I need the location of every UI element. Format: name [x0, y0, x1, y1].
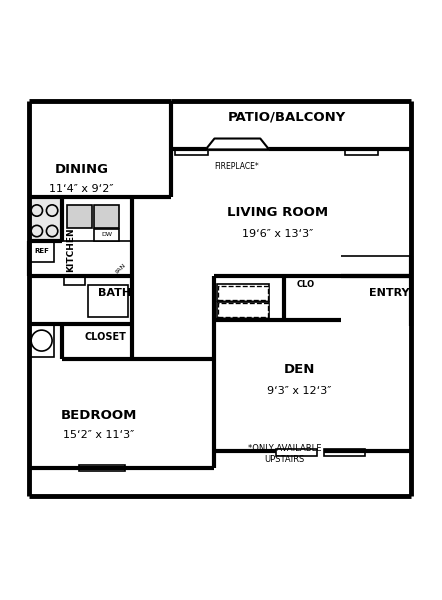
Bar — [217, 286, 268, 299]
Text: 19‘6″ x 13‘3″: 19‘6″ x 13‘3″ — [242, 229, 313, 239]
Bar — [275, 449, 317, 456]
Text: LIVING ROOM: LIVING ROOM — [227, 206, 328, 219]
Text: ENTRY: ENTRY — [369, 289, 409, 298]
Text: BATH: BATH — [98, 289, 131, 298]
Bar — [324, 449, 365, 456]
Text: CLOSET: CLOSET — [84, 332, 126, 342]
Bar — [217, 302, 269, 319]
Bar — [30, 199, 62, 241]
Text: DINING: DINING — [54, 163, 108, 176]
Text: UPSTAIRS: UPSTAIRS — [264, 455, 305, 464]
Text: PAN: PAN — [114, 262, 127, 274]
Text: PATIO/BALCONY: PATIO/BALCONY — [227, 110, 346, 123]
Bar — [175, 148, 208, 155]
Ellipse shape — [95, 291, 121, 310]
Text: 15‘2″ x 11‘3″: 15‘2″ x 11‘3″ — [63, 430, 134, 440]
Text: BEDROOM: BEDROOM — [61, 409, 137, 422]
Polygon shape — [206, 139, 269, 149]
Bar — [345, 148, 378, 155]
Bar — [217, 284, 269, 301]
Text: CLO: CLO — [297, 280, 315, 289]
Text: DEN: DEN — [284, 364, 315, 376]
Bar — [95, 229, 119, 241]
Bar — [30, 241, 54, 262]
Bar — [79, 466, 125, 467]
Bar — [30, 324, 54, 357]
Bar — [95, 205, 119, 228]
Text: REF: REF — [34, 248, 49, 254]
Ellipse shape — [65, 280, 85, 305]
Text: DW: DW — [102, 232, 113, 238]
Text: 9‘3″ x 12‘3″: 9‘3″ x 12‘3″ — [267, 386, 332, 396]
Bar — [62, 199, 132, 241]
Bar — [88, 285, 128, 317]
Bar — [67, 205, 92, 228]
Text: KITCHEN: KITCHEN — [66, 227, 75, 272]
Bar — [65, 277, 85, 285]
Text: *ONLY AVAILABLE: *ONLY AVAILABLE — [248, 444, 321, 453]
Text: FIREPLACE*: FIREPLACE* — [214, 163, 259, 172]
Bar — [79, 467, 125, 471]
Text: 11‘4″ x 9‘2″: 11‘4″ x 9‘2″ — [49, 184, 114, 194]
Bar — [217, 304, 268, 317]
